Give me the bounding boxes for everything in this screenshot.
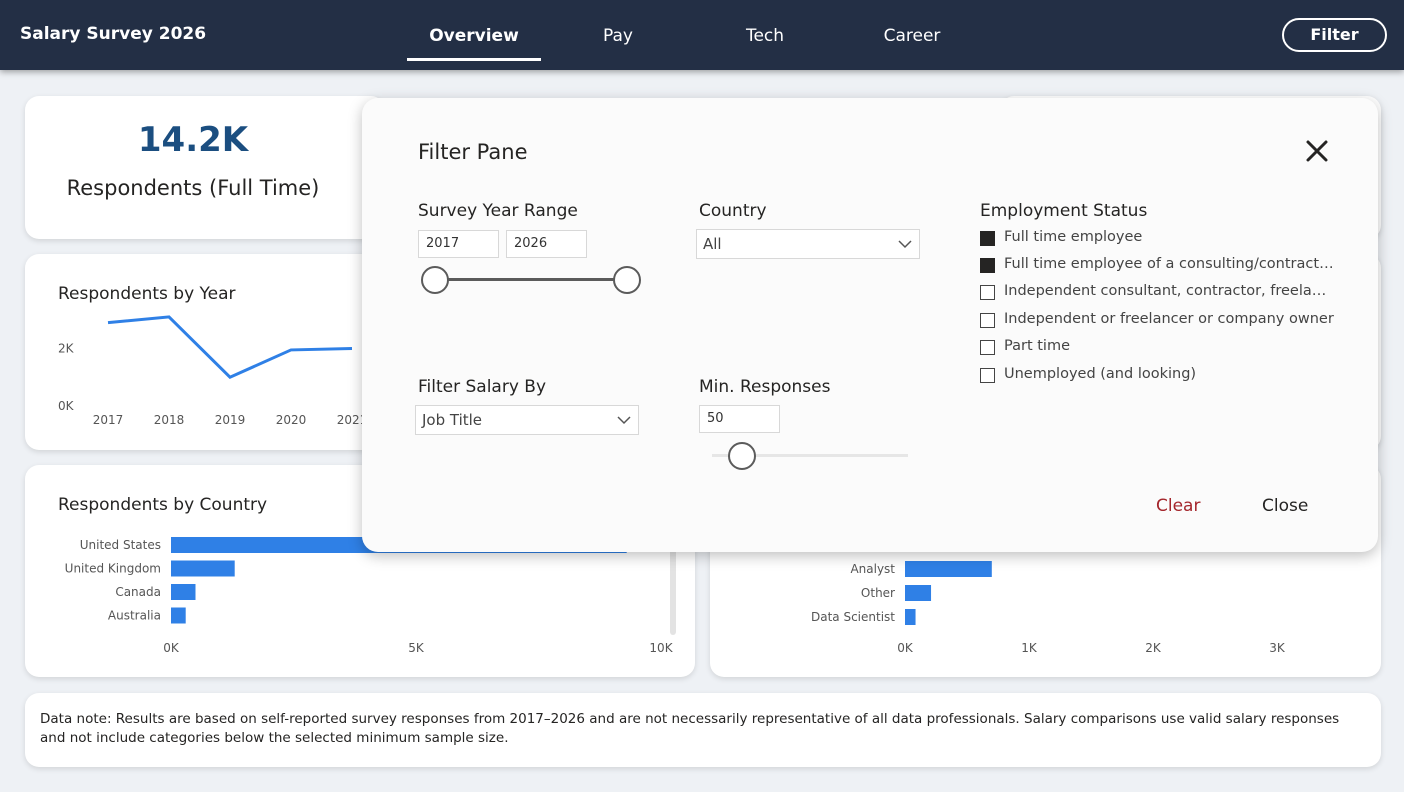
x-tick-label: 2019 xyxy=(215,413,246,427)
category-label: Australia xyxy=(108,609,161,623)
salary-by-label: Filter Salary By xyxy=(418,377,547,397)
clear-button[interactable]: Clear xyxy=(1156,496,1201,516)
tab-tech[interactable]: Tech xyxy=(745,26,785,46)
close-button[interactable]: Close xyxy=(1262,496,1309,516)
series-line xyxy=(107,315,353,380)
chevron-down-icon xyxy=(898,240,912,249)
checkbox-label: Full time employee of a consulting/contr… xyxy=(1004,256,1334,272)
kpi-value: 14.2K xyxy=(137,120,249,160)
respondents-by-year-chart: 0K 2K 2017 2018 2019 2020 2021 xyxy=(58,315,368,427)
checkbox-label: Part time xyxy=(1004,338,1070,354)
y-tick-label: 0K xyxy=(58,399,75,413)
x-tick-label: 3K xyxy=(1269,641,1286,655)
min-responses-slider-handle[interactable] xyxy=(728,442,756,470)
bar xyxy=(171,560,235,577)
category-label: Other xyxy=(861,586,895,600)
checkbox-label: Full time employee xyxy=(1004,229,1143,245)
bar xyxy=(905,609,916,625)
scrollbar[interactable] xyxy=(670,505,676,635)
category-label: United Kingdom xyxy=(65,562,161,576)
card-title: Respondents by Year xyxy=(58,284,236,304)
x-tick-label: 0K xyxy=(163,641,180,655)
checkbox-label: Independent or freelancer or company own… xyxy=(1004,311,1334,327)
checkbox[interactable] xyxy=(980,340,995,355)
survey-year-label: Survey Year Range xyxy=(418,201,578,221)
country-dropdown-value: All xyxy=(703,235,722,253)
checkbox[interactable] xyxy=(980,368,995,383)
job-title-chart: Analyst Other Data Scientist 0K 1K 2K 3K xyxy=(811,561,1286,655)
checkbox[interactable] xyxy=(980,313,995,328)
active-tab-indicator xyxy=(407,58,541,61)
salary-by-dropdown[interactable]: Job Title xyxy=(415,405,639,435)
tab-pay[interactable]: Pay xyxy=(603,26,633,46)
kpi-card: 14.2K Respondents (Full Time) xyxy=(25,96,385,239)
x-tick-label: 2020 xyxy=(276,413,307,427)
respondents-by-country-card: Respondents by Country United States Unit… xyxy=(25,465,695,677)
data-note-card: Data note: Results are based on self-rep… xyxy=(25,693,1381,767)
min-responses-input[interactable]: 50 xyxy=(699,405,780,433)
x-tick-label: 0K xyxy=(897,641,914,655)
x-tick-label: 2K xyxy=(1145,641,1162,655)
checkbox[interactable] xyxy=(980,231,995,246)
country-label: Country xyxy=(699,201,767,221)
chevron-down-icon xyxy=(617,416,631,425)
bar xyxy=(171,584,196,600)
category-label: Analyst xyxy=(850,562,895,576)
checkbox-label: Independent consultant, contractor, free… xyxy=(1004,283,1334,299)
x-tick-label: 1K xyxy=(1021,641,1038,655)
tab-career[interactable]: Career xyxy=(883,26,941,46)
card-title: Respondents by Country xyxy=(58,495,268,515)
year-from-input[interactable]: 2017 xyxy=(418,230,499,258)
checkbox[interactable] xyxy=(980,258,995,273)
checkbox[interactable] xyxy=(980,285,995,300)
bar xyxy=(905,585,932,601)
year-to-input[interactable]: 2026 xyxy=(506,230,587,258)
kpi-label: Respondents (Full Time) xyxy=(66,176,320,200)
category-label: Canada xyxy=(115,585,161,599)
data-note-text: Data note: Results are based on self-rep… xyxy=(40,711,1340,746)
category-label: Data Scientist xyxy=(811,610,895,624)
respondents-by-year-card: Respondents by Year 0K 2K 2017 2018 2019 2020… xyxy=(25,254,385,450)
close-icon[interactable] xyxy=(1302,136,1332,166)
app-title: Salary Survey 2026 xyxy=(20,24,207,44)
salary-by-dropdown-value: Job Title xyxy=(422,411,483,429)
bar xyxy=(171,607,186,624)
top-header: Salary Survey 2026 Overview Pay Tech Car… xyxy=(0,0,1404,70)
x-tick-label: 2018 xyxy=(154,413,185,427)
x-tick-label: 2017 xyxy=(93,413,124,427)
filter-pane-title: Filter Pane xyxy=(418,140,528,164)
employment-status-label: Employment Status xyxy=(980,201,1148,221)
tab-overview[interactable]: Overview xyxy=(429,26,519,46)
y-tick-label: 2K xyxy=(58,342,75,356)
x-tick-label: 10K xyxy=(649,641,673,655)
year-slider-track[interactable] xyxy=(434,278,626,281)
filter-button[interactable]: Filter xyxy=(1282,18,1387,52)
country-dropdown[interactable]: All xyxy=(696,229,920,259)
bar xyxy=(905,561,992,577)
filter-pane: Filter Pane Survey Year Range 2017 2026 … xyxy=(362,98,1378,552)
min-responses-label: Min. Responses xyxy=(699,377,831,397)
x-tick-label: 2021 xyxy=(337,413,368,427)
checkbox-label: Unemployed (and looking) xyxy=(1004,366,1197,382)
year-slider-start-handle[interactable] xyxy=(421,266,449,294)
year-slider-end-handle[interactable] xyxy=(613,266,641,294)
x-tick-label: 5K xyxy=(408,641,425,655)
min-responses-slider-track[interactable] xyxy=(712,454,908,457)
category-label: United States xyxy=(80,538,161,552)
